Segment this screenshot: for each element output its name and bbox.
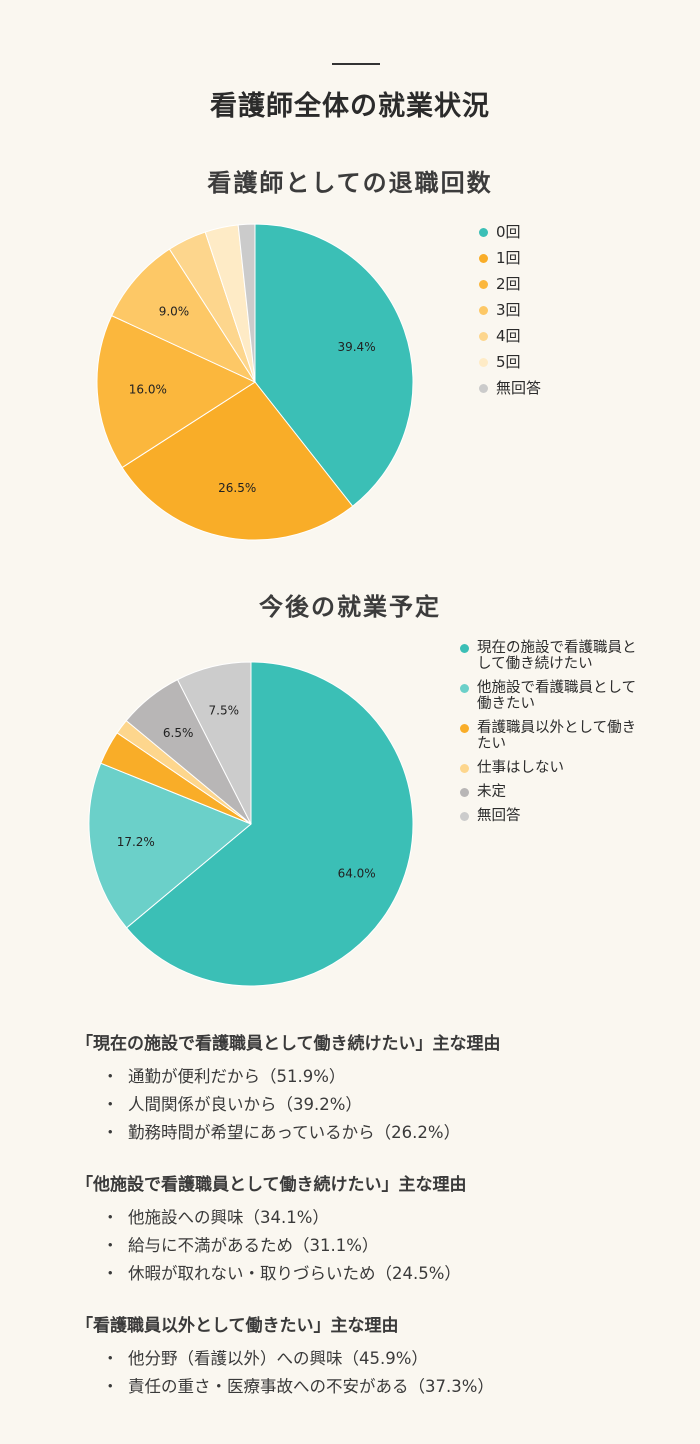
- legend-swatch-icon: [479, 254, 488, 263]
- future-plan-data-label: 64.0%: [338, 866, 376, 880]
- retirement-legend-item: 5回: [478, 351, 541, 377]
- future-plan-data-label: 7.5%: [209, 704, 240, 718]
- future-plan-data-label: 17.2%: [117, 835, 155, 849]
- retirement-count-pie: 39.4% 26.5% 16.0% 9.0%: [96, 223, 414, 541]
- reason-block-current: 「現在の施設で看護職員として働き続けたい」主な理由 通勤が便利だから（51.9%…: [76, 1031, 686, 1147]
- retirement-legend-item: 4回: [478, 325, 541, 351]
- future-plan-legend-item: 看護職員以外として働きたい: [459, 720, 649, 752]
- future-plan-slice-1: [88, 762, 252, 929]
- retirement-data-label: 9.0%: [159, 304, 190, 318]
- legend-swatch-icon: [479, 306, 488, 315]
- retirement-slice-2: [96, 314, 257, 469]
- legend-label: 無回答: [496, 379, 542, 397]
- legend-label: 看護職員以外として働きたい: [477, 720, 637, 752]
- reason-item: 他施設への興味（34.1%）: [76, 1204, 686, 1232]
- retirement-slice-0: [254, 223, 414, 507]
- reason-item: 責任の重さ・医療事故への不安がある（37.3%）: [76, 1373, 686, 1401]
- legend-swatch-icon: [460, 812, 469, 821]
- future-plan-legend-item: 現在の施設で看護職員として働き続けたい: [459, 640, 649, 672]
- future-plan-data-label: 6.5%: [163, 726, 194, 740]
- reason-title: 「看護職員以外として働きたい」主な理由: [76, 1316, 399, 1336]
- reason-item: 休暇が取れない・取りづらいため（24.5%）: [76, 1260, 686, 1288]
- future-plan-legend-item: 他施設で看護職員として働きたい: [459, 680, 649, 712]
- reason-list: 他施設への興味（34.1%） 給与に不満があるため（31.1%） 休暇が取れない…: [76, 1204, 686, 1288]
- page-title: 看護師全体の就業状況: [210, 91, 490, 122]
- legend-swatch-icon: [479, 358, 488, 367]
- reason-item: 勤務時間が希望にあっているから（26.2%）: [76, 1119, 686, 1147]
- legend-swatch-icon: [479, 228, 488, 237]
- reason-list: 他分野（看護以外）への興味（45.9%） 責任の重さ・医療事故への不安がある（3…: [76, 1345, 686, 1401]
- legend-label: 3回: [496, 301, 521, 319]
- legend-swatch-icon: [479, 384, 488, 393]
- future-plan-slice-0: [125, 661, 414, 987]
- reason-block-other-facility: 「他施設で看護職員として働き続けたい」主な理由 他施設への興味（34.1%） 給…: [76, 1172, 686, 1288]
- chart-title-future-plan: 今後の就業予定: [259, 593, 441, 621]
- retirement-slice-1: [121, 381, 354, 541]
- legend-swatch-icon: [460, 764, 469, 773]
- reason-list: 通勤が便利だから（51.9%） 人間関係が良いから（39.2%） 勤務時間が希望…: [76, 1063, 686, 1147]
- retirement-data-label: 16.0%: [129, 382, 167, 396]
- reason-item: 給与に不満があるため（31.1%）: [76, 1232, 686, 1260]
- retirement-legend-item: 3回: [478, 299, 541, 325]
- legend-label: 2回: [496, 275, 521, 293]
- legend-label: 0回: [496, 223, 521, 241]
- retirement-slice-3: [110, 248, 257, 384]
- legend-swatch-icon: [460, 724, 469, 733]
- reason-item: 通勤が便利だから（51.9%）: [76, 1063, 686, 1091]
- reasons-section: 「現在の施設で看護職員として働き続けたい」主な理由 通勤が便利だから（51.9%…: [76, 1031, 686, 1426]
- reason-block-non-nursing: 「看護職員以外として働きたい」主な理由 他分野（看護以外）への興味（45.9%）…: [76, 1313, 686, 1401]
- retirement-slice-6: [237, 223, 256, 383]
- legend-label: 仕事はしない: [477, 760, 564, 776]
- legend-swatch-icon: [460, 788, 469, 797]
- future-plan-pie: 64.0% 17.2% 6.5% 7.5%: [88, 661, 414, 987]
- reason-title: 「他施設で看護職員として働き続けたい」主な理由: [76, 1175, 467, 1195]
- retirement-legend: 0回 1回 2回 3回 4回 5回無回答: [478, 221, 541, 403]
- legend-swatch-icon: [460, 684, 469, 693]
- retirement-legend-item: 1回: [478, 247, 541, 273]
- legend-label: 未定: [477, 784, 506, 800]
- reason-title: 「現在の施設で看護職員として働き続けたい」主な理由: [76, 1034, 501, 1054]
- legend-swatch-icon: [460, 644, 469, 653]
- future-plan-legend-item: 仕事はしない: [459, 760, 649, 776]
- retirement-data-label: 26.5%: [218, 481, 256, 495]
- future-plan-legend-item: 無回答: [459, 808, 649, 824]
- reason-item: 人間関係が良いから（39.2%）: [76, 1091, 686, 1119]
- chart-title-retirement: 看護師としての退職回数: [207, 169, 493, 197]
- legend-label: 4回: [496, 327, 521, 345]
- legend-label: 無回答: [477, 808, 521, 824]
- retirement-data-label: 39.4%: [337, 340, 375, 354]
- title-divider: [332, 63, 380, 65]
- retirement-legend-item: 無回答: [478, 377, 541, 403]
- legend-label: 現在の施設で看護職員として働き続けたい: [477, 640, 637, 672]
- future-plan-legend-item: 未定: [459, 784, 649, 800]
- legend-label: 5回: [496, 353, 521, 371]
- legend-label: 1回: [496, 249, 521, 267]
- retirement-legend-item: 0回: [478, 221, 541, 247]
- future-plan-slice-5: [176, 661, 252, 825]
- legend-label: 他施設で看護職員として働きたい: [477, 680, 637, 712]
- retirement-legend-item: 2回: [478, 273, 541, 299]
- future-plan-legend: 現在の施設で看護職員として働き続けたい 他施設で看護職員として働きたい 看護職員以外…: [459, 640, 649, 832]
- legend-swatch-icon: [479, 280, 488, 289]
- reason-item: 他分野（看護以外）への興味（45.9%）: [76, 1345, 686, 1373]
- legend-swatch-icon: [479, 332, 488, 341]
